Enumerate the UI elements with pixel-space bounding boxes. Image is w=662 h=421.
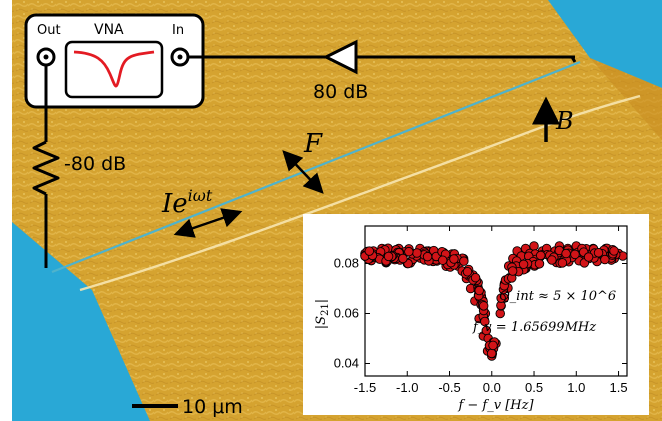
current-base: Ie <box>161 189 188 219</box>
data-point <box>478 301 489 311</box>
force-arrow <box>282 150 324 194</box>
data-point <box>462 266 473 277</box>
data-point <box>583 252 594 262</box>
vna-in-label: In <box>172 23 184 38</box>
attenuation-in-label: 80 dB <box>313 81 368 103</box>
x-ticks: -1.5 -1.0 -0.5 0.0 0.5 1.0 1.5 <box>354 226 628 395</box>
current-arrow <box>173 208 243 238</box>
inset-xlabel: f − f_v [Hz] <box>457 398 534 413</box>
data-point <box>398 253 408 264</box>
attenuation-out-label: -80 dB <box>64 153 126 175</box>
vna-out-label: Out <box>37 23 61 38</box>
inset-f-annotation: f_v = 1.65699MHz <box>472 320 596 335</box>
x-tick-label: 0.0 <box>483 380 501 395</box>
x-tick-label: -1.5 <box>354 380 376 395</box>
data-point <box>557 258 568 268</box>
suspended-ridge <box>79 94 641 292</box>
inset-q-annotation: Q_int ≈ 5 × 10^6 <box>499 289 616 304</box>
data-point <box>480 316 490 327</box>
data-point <box>470 272 481 283</box>
s21-inset-chart: -1.5 -1.0 -0.5 0.0 0.5 1.0 1.5 0.040.060.08 |S… <box>303 214 649 415</box>
data-point <box>609 246 619 256</box>
data-point <box>593 247 604 258</box>
y-ticks: 0.04 0.06 0.08 <box>334 256 627 371</box>
y-tick-label: 0.06 <box>334 306 359 321</box>
vna-trace <box>73 50 155 88</box>
attenuator-80db-triangle <box>322 39 358 75</box>
scale-bar-label: 10 μm <box>182 396 243 418</box>
vna-screen <box>64 40 164 99</box>
y-tick-label: 0.04 <box>334 356 359 371</box>
data-point <box>600 254 610 265</box>
resistor-zigzag <box>32 140 60 196</box>
x-tick-label: -1.0 <box>396 380 418 395</box>
x-tick-label: 1.0 <box>567 380 585 395</box>
data-point <box>364 246 375 256</box>
data-point <box>518 259 529 270</box>
data-points <box>360 241 628 361</box>
x-tick-label: 0.5 <box>525 380 543 395</box>
data-point <box>404 246 414 257</box>
left-contact <box>12 222 150 421</box>
y-tick-label: 0.08 <box>334 256 359 271</box>
input-line-to-contact <box>570 56 577 63</box>
field-label: B <box>555 107 574 135</box>
data-point <box>422 251 433 262</box>
data-point <box>437 255 448 265</box>
data-point <box>474 285 484 296</box>
data-point <box>561 248 571 259</box>
right-contact <box>548 0 662 88</box>
data-point <box>488 340 498 351</box>
data-point <box>496 293 506 303</box>
x-tick-label: 1.5 <box>610 380 628 395</box>
current-label: Ieiωt <box>161 186 213 219</box>
data-point <box>449 254 459 264</box>
data-point <box>529 241 539 251</box>
data-point <box>383 251 394 262</box>
data-point <box>459 256 469 266</box>
data-point <box>570 249 580 260</box>
data-point <box>507 266 518 276</box>
vna-title: VNA <box>94 22 124 38</box>
inset-plot-frame <box>364 225 628 377</box>
x-tick-label: -0.5 <box>438 380 460 395</box>
data-point <box>412 248 422 258</box>
data-point <box>547 255 557 265</box>
data-point <box>535 250 546 261</box>
force-label: F <box>303 129 323 159</box>
data-point <box>534 258 545 269</box>
data-point <box>486 348 497 359</box>
current-exponent: iωt <box>188 186 213 205</box>
